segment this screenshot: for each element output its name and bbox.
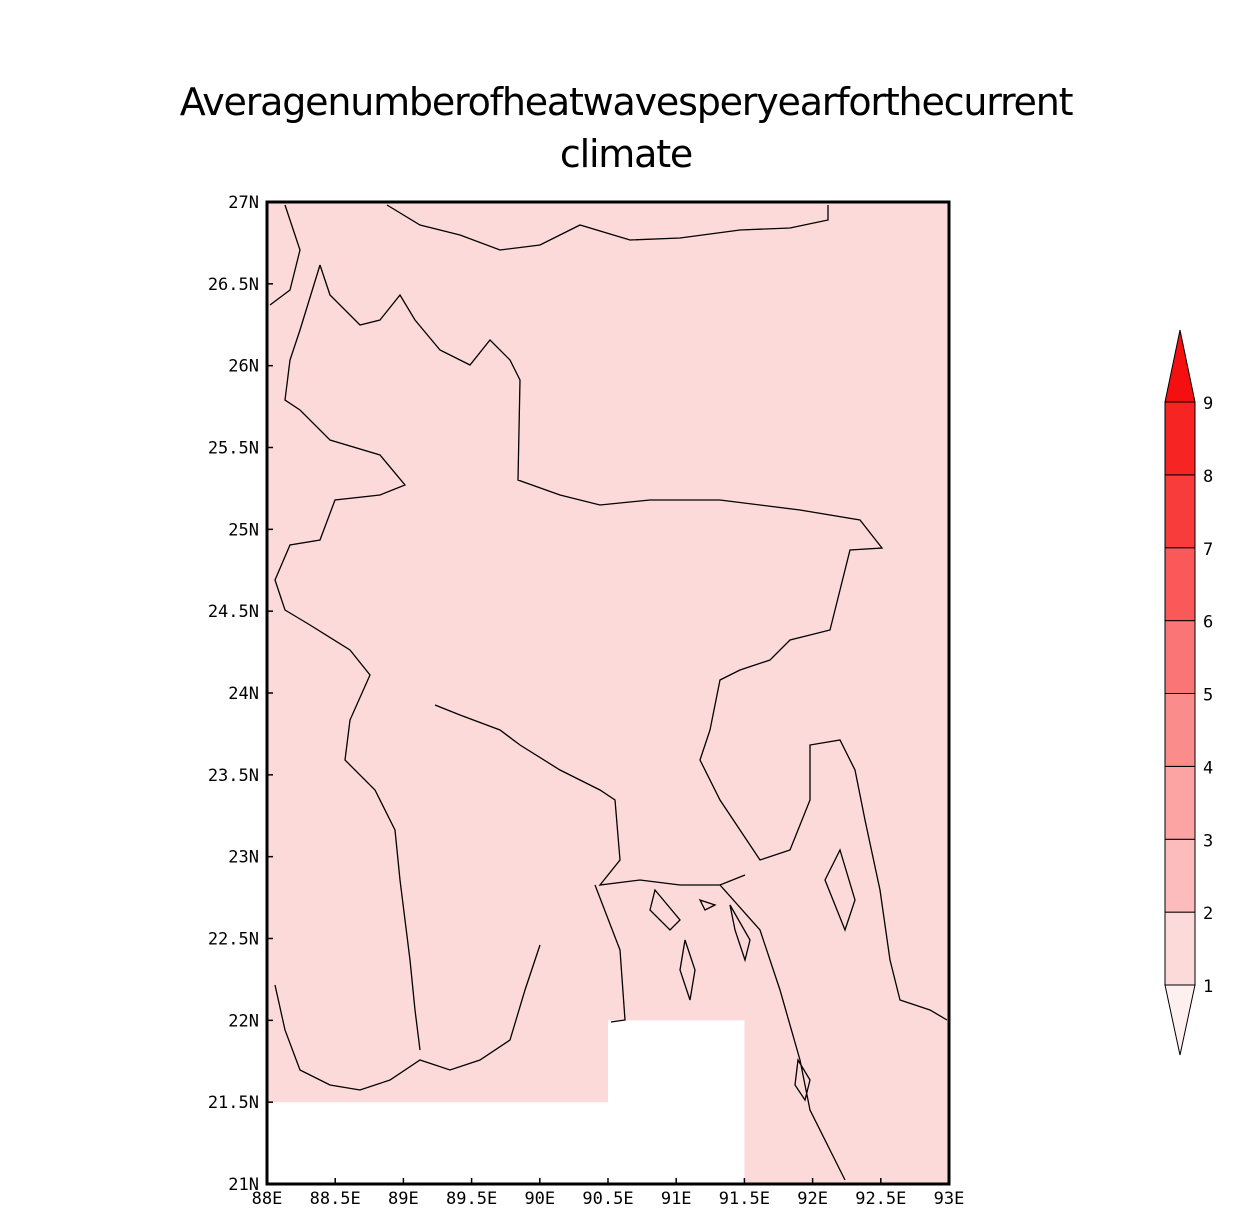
colorbar-label: 5 xyxy=(1203,686,1213,706)
y-tick-label: 27N xyxy=(228,193,259,213)
y-tick-label: 25N xyxy=(228,520,259,540)
colorbar-box xyxy=(1164,765,1196,840)
missing-area xyxy=(267,1102,608,1184)
colorbar-label: 1 xyxy=(1203,977,1213,997)
colorbar-label: 2 xyxy=(1203,904,1213,924)
y-tick-label: 21N xyxy=(228,1175,259,1195)
colorbar-high xyxy=(1164,329,1196,403)
colorbar-box xyxy=(1164,693,1196,767)
x-tick-label: 89E xyxy=(388,1189,419,1209)
colorbar-label: 3 xyxy=(1203,831,1213,851)
x-tick-label: 90.5E xyxy=(582,1189,633,1209)
x-tick-label: 92.5E xyxy=(855,1189,906,1209)
y-tick-label: 26N xyxy=(228,357,259,377)
y-tick-label: 24N xyxy=(228,684,259,704)
x-tick-label: 89.5E xyxy=(446,1189,497,1209)
x-tick-label: 93E xyxy=(934,1189,965,1209)
colorbar-box xyxy=(1164,620,1196,694)
colorbar-label: 8 xyxy=(1203,467,1213,487)
y-tick-label: 21.5N xyxy=(208,1093,259,1113)
y-tick-label: 24.5N xyxy=(208,602,259,622)
colorbar-low xyxy=(1164,984,1196,1056)
colorbar-label: 4 xyxy=(1203,758,1213,778)
y-tick-label: 22N xyxy=(228,1011,259,1031)
colorbar-label: 9 xyxy=(1203,394,1213,414)
y-tick-label: 23.5N xyxy=(208,766,259,786)
x-tick-label: 91.5E xyxy=(719,1189,770,1209)
colorbar-label: 6 xyxy=(1203,613,1213,633)
x-tick-label: 90E xyxy=(524,1189,555,1209)
y-tick-label: 26.5N xyxy=(208,275,259,295)
colorbar-box xyxy=(1164,911,1196,986)
colorbar-box xyxy=(1164,547,1196,622)
y-tick-label: 22.5N xyxy=(208,930,259,950)
colorbar-label: 7 xyxy=(1203,540,1213,560)
x-tick-label: 91E xyxy=(661,1189,692,1209)
colorbar-box xyxy=(1164,474,1196,549)
x-tick-label: 92E xyxy=(797,1189,828,1209)
x-tick-label: 88.5E xyxy=(310,1189,361,1209)
x-tick-label: 88E xyxy=(252,1189,283,1209)
chart-title: Averagenumberofheatwavesperyearforthecur… xyxy=(179,80,1074,176)
coastline xyxy=(269,204,948,1181)
y-tick-label: 25.5N xyxy=(208,439,259,459)
colorbar-box xyxy=(1164,838,1196,913)
colorbar-box xyxy=(1164,401,1196,476)
missing-area xyxy=(608,1020,745,1184)
y-tick-label: 23N xyxy=(228,848,259,868)
